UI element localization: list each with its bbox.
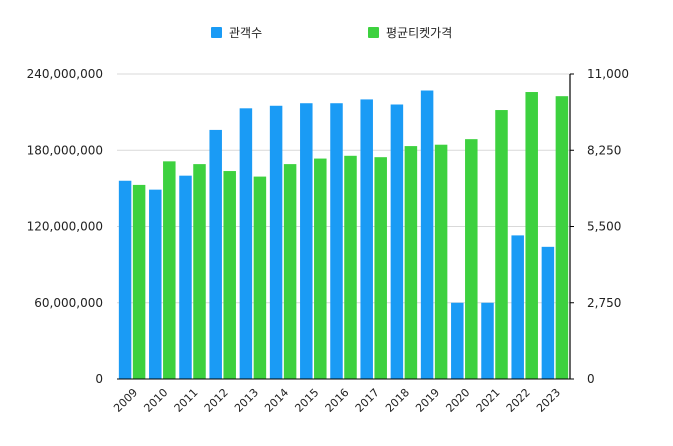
bar-ticket-price-2021 [495, 110, 508, 379]
bar-audience-2023 [541, 246, 555, 379]
y-left-tick-label-4: 240,000,000 [27, 67, 103, 81]
bar-audience-2018 [390, 104, 404, 379]
y-right-tick-label-3: 8,250 [587, 143, 621, 157]
legend-swatch-audience [211, 27, 222, 38]
bar-ticket-price-2020 [465, 139, 478, 379]
bar-audience-2022 [511, 235, 524, 379]
bar-audience-2021 [481, 302, 494, 379]
x-tick-label-2009: 2009 [111, 386, 140, 415]
bar-audience-2011 [179, 175, 192, 379]
bar-ticket-price-2022 [525, 92, 538, 379]
x-tick-label-2020: 2020 [443, 386, 472, 415]
x-tick-label-2010: 2010 [141, 386, 170, 415]
x-tick-label-2023: 2023 [534, 386, 563, 415]
x-tick-label-2018: 2018 [383, 386, 412, 415]
x-tick-label-2016: 2016 [323, 386, 352, 415]
bar-audience-2013 [239, 108, 253, 379]
bar-ticket-price-2013 [253, 176, 267, 379]
x-tick-label-2021: 2021 [474, 386, 503, 415]
bar-ticket-price-2011 [193, 164, 206, 379]
y-right-tick-label-4: 11,000 [587, 67, 629, 81]
y-right-tick-label-2: 5,500 [587, 220, 621, 234]
legend-swatch-ticket-price [368, 27, 379, 38]
bar-audience-2010 [149, 189, 162, 379]
x-tick-label-2013: 2013 [232, 386, 261, 415]
bar-ticket-price-2017 [374, 157, 387, 379]
y-right-tick-label-1: 2,750 [587, 296, 621, 310]
bar-ticket-price-2014 [283, 164, 297, 379]
bar-ticket-price-2023 [555, 96, 569, 379]
y-right-tick-label-0: 0 [587, 372, 595, 386]
bar-audience-2019 [420, 90, 434, 379]
x-tick-label-2014: 2014 [262, 386, 291, 415]
bar-audience-2016 [330, 103, 343, 380]
legend-label-ticket-price: 평균티켓가격 [386, 26, 453, 40]
x-tick-label-2019: 2019 [413, 386, 442, 415]
x-tick-label-2011: 2011 [172, 386, 201, 415]
x-tick-label-2022: 2022 [504, 386, 533, 415]
bar-audience-2009 [118, 180, 132, 379]
bar-ticket-price-2015 [314, 158, 327, 379]
bar-audience-2017 [360, 99, 373, 380]
bar-audience-2014 [269, 105, 283, 379]
x-tick-label-2015: 2015 [292, 386, 321, 415]
bar-ticket-price-2019 [434, 144, 448, 379]
bar-ticket-price-2009 [132, 184, 146, 379]
legend-item-audience: 관객수 [211, 24, 262, 41]
y-left-tick-label-2: 120,000,000 [27, 220, 103, 234]
bar-audience-2012 [209, 129, 222, 379]
y-left-tick-label-1: 60,000,000 [34, 296, 103, 310]
legend-item-ticket-price: 평균티켓가격 [368, 24, 452, 41]
bar-audience-2020 [451, 302, 464, 379]
x-tick-label-2012: 2012 [202, 386, 231, 415]
x-tick-label-2017: 2017 [353, 386, 382, 415]
y-left-tick-label-3: 180,000,000 [27, 143, 103, 157]
legend-label-audience: 관객수 [229, 26, 263, 40]
bar-audience-2015 [300, 103, 313, 380]
bar-ticket-price-2018 [404, 146, 418, 379]
chart-legend: 관객수 평균티켓가격 [0, 24, 673, 42]
bar-ticket-price-2010 [163, 161, 176, 379]
y-left-tick-label-0: 0 [95, 372, 103, 386]
bar-ticket-price-2016 [344, 155, 357, 379]
bar-ticket-price-2012 [223, 171, 236, 379]
